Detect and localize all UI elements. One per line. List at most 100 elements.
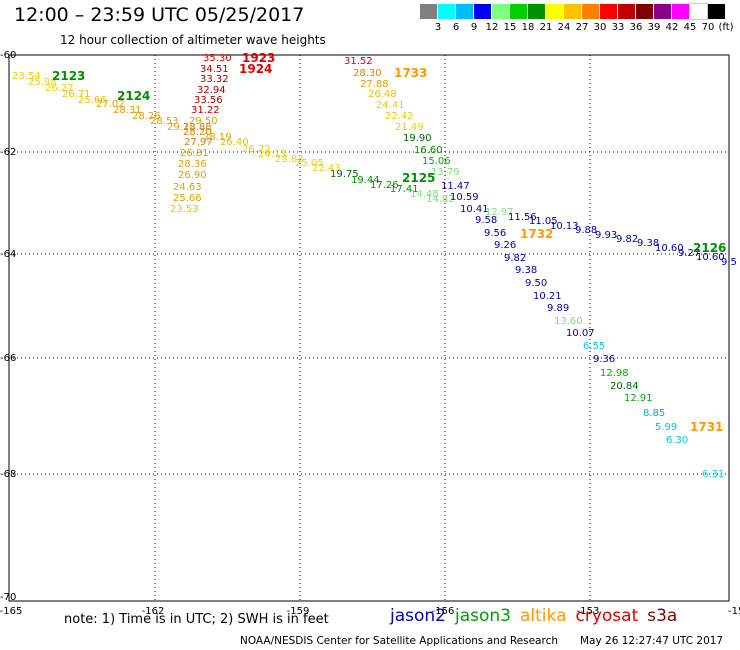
wave-readings: 23.5425.9826.2726.7125.6627.0228.3128.26… <box>12 53 737 480</box>
wave-height-reading: 33.56 <box>194 95 223 106</box>
wave-height-reading: 11.47 <box>441 181 470 192</box>
satellite-legend: jason2 jason3 altika cryosat s3a <box>390 606 686 626</box>
wave-height-reading: 6.55 <box>583 341 605 352</box>
wave-height-reading: 12.98 <box>600 368 629 379</box>
pass-time-label: 1732 <box>520 227 553 241</box>
wave-height-reading: 28.19 <box>203 132 232 143</box>
colorbar-label: 24 <box>557 22 571 33</box>
colorbar-label: (ft) <box>718 22 734 33</box>
wave-height-reading: 35.30 <box>203 53 232 64</box>
wave-height-reading: 19.75 <box>330 169 359 180</box>
latitude-tick-label: -66 <box>0 353 16 364</box>
wave-height-reading: 26.90 <box>178 170 207 181</box>
colorbar-label: 45 <box>683 22 697 33</box>
wave-height-reading: 28.26 <box>132 111 161 122</box>
longitude-tick-label: -15 <box>728 606 740 617</box>
wave-height-reading: 33.32 <box>200 74 229 85</box>
pass-time-label: 1733 <box>394 66 427 80</box>
latitude-tick-label: -60 <box>0 50 16 61</box>
colorbar-swatch <box>636 4 653 19</box>
wave-height-reading: 23.83 <box>275 154 304 165</box>
axis-tick-labels: -165 -162 -159 -156 -153 -15 -60 -62 -64 -66 -68 -7… <box>0 50 740 617</box>
wave-height-reading: 16.60 <box>414 145 443 156</box>
wave-height-reading: 6.30 <box>666 435 688 446</box>
wave-height-reading: 26.27 <box>45 83 74 94</box>
wave-height-reading: 15.06 <box>422 156 451 167</box>
pass-time-label: 1923 <box>242 51 275 65</box>
wave-height-reading: 28.31 <box>113 105 142 116</box>
wave-height-reading: 32.94 <box>197 85 226 96</box>
wave-height-reading: 9.56 <box>484 228 506 239</box>
colorbar-swatch <box>672 4 689 19</box>
wave-height-reading: 26.81 <box>180 148 209 159</box>
colorbar-label: 15 <box>503 22 517 33</box>
page-title: 12:00 – 23:59 UTC 05/25/2017 <box>14 4 305 26</box>
wave-height-reading: 29.50 <box>189 116 218 127</box>
wave-height-reading: 20.84 <box>610 381 639 392</box>
wave-height-reading: 24.63 <box>173 182 202 193</box>
wave-height-reading: 10.41 <box>460 204 489 215</box>
wave-height-reading: 9.58 <box>475 215 497 226</box>
wave-height-reading: 21.49 <box>395 122 424 133</box>
wave-height-reading: 28.53 <box>150 116 179 127</box>
wave-height-reading: 26.40 <box>220 137 249 148</box>
wave-height-reading: 12.97 <box>485 207 514 218</box>
wave-height-reading: 31.22 <box>191 105 220 116</box>
wave-height-reading: 12.91 <box>624 393 653 404</box>
wave-height-reading: 9.36 <box>593 354 615 365</box>
colorbar-label: 12 <box>485 22 499 33</box>
wave-height-reading: 14.48 <box>410 189 439 200</box>
wave-height-reading: 10.60 <box>655 243 684 254</box>
colorbar-swatch <box>528 4 545 19</box>
latitude-tick-label: -64 <box>0 249 16 260</box>
wave-height-reading: 25.98 <box>28 77 57 88</box>
colorbar-swatch <box>456 4 473 19</box>
wave-height-reading: 9.26 <box>494 240 516 251</box>
colorbar-swatch <box>474 4 491 19</box>
colorbar-swatch <box>689 3 708 20</box>
colorbar-label: 21 <box>539 22 553 33</box>
footer-timestamp: May 26 12:27:47 UTC 2017 <box>580 635 724 647</box>
longitude-tick-label: -162 <box>142 606 165 617</box>
colorbar-label: 27 <box>575 22 589 33</box>
colorbar-swatch <box>654 4 671 19</box>
wave-height-reading: 11.56 <box>508 212 537 223</box>
colorbar-swatch <box>582 4 599 19</box>
wave-height-reading: 10.21 <box>533 291 562 302</box>
wave-height-reading: 22.42 <box>385 111 414 122</box>
wave-height-reading: 13.79 <box>431 167 460 178</box>
wave-height-reading: 31.52 <box>344 56 373 67</box>
footer-credit: NOAA/NESDIS Center for Satellite Applica… <box>240 635 558 647</box>
wave-height-reading: 9.5 <box>721 257 737 268</box>
wave-height-reading: 13.60 <box>554 316 583 327</box>
longitude-tick-label: -165 <box>0 606 22 617</box>
wave-height-reading: 28.88 <box>183 122 212 133</box>
wave-height-reading: 27.88 <box>360 79 389 90</box>
wave-height-reading: 9.38 <box>637 238 659 249</box>
pass-time-label: 2124 <box>117 89 150 103</box>
colorbar-label: 18 <box>521 22 535 33</box>
wave-height-reading: 28.30 <box>353 68 382 79</box>
wave-height-reading: 19.90 <box>403 133 432 144</box>
colorbar-swatch <box>708 4 725 19</box>
wave-height-reading: 6.31 <box>702 469 724 480</box>
pass-time-label: 1924 <box>239 62 272 76</box>
legend-entry-jason2: jason2 <box>390 606 446 626</box>
colorbar-label: 70 <box>701 22 715 33</box>
colorbar-label: 39 <box>647 22 661 33</box>
note-text: note: 1) Time is in UTC; 2) SWH is in fe… <box>64 612 329 627</box>
legend-entry-altika: altika <box>520 606 567 626</box>
colorbar-swatch <box>438 4 455 19</box>
wave-height-reading: 9.27 <box>678 248 700 259</box>
wave-height-reading: 23.53 <box>170 204 199 215</box>
colorbar-label: 42 <box>665 22 679 33</box>
wave-height-reading: 17.41 <box>390 184 419 195</box>
wave-height-reading: 9.82 <box>504 253 526 264</box>
wave-height-reading: 25.66 <box>173 193 202 204</box>
colorbar-swatch <box>492 4 509 19</box>
legend-entry-s3a: s3a <box>647 606 678 626</box>
colorbar-label: 36 <box>629 22 643 33</box>
wave-height-reading: 22.43 <box>312 163 341 174</box>
longitude-tick-label: -156 <box>432 606 455 617</box>
